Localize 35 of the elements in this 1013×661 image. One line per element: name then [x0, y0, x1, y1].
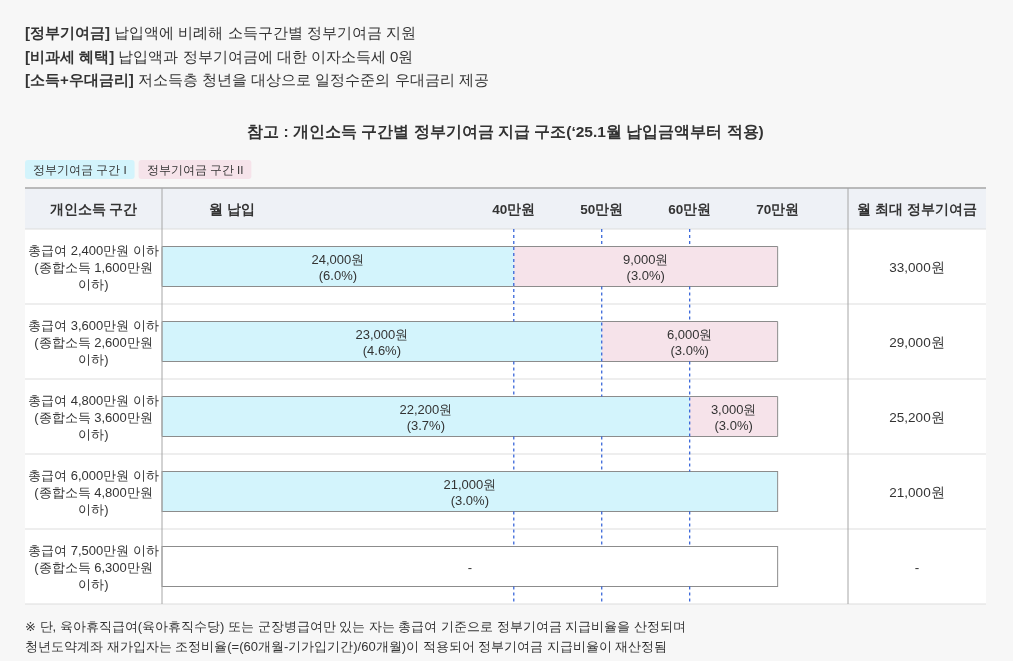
annotation: - — [467, 559, 472, 574]
y-axis-title: 개인소득 구간 — [49, 201, 138, 216]
y-tick-label: 총급여 2,400만원 이하 (종합소득 1,600만원 이하) — [28, 242, 159, 291]
text: [정부기여금] 납입액에 비례해 소득구간별 정부기여금 지원 — [25, 23, 416, 41]
y-tick-label: 총급여 3,600만원 이하 (종합소득 2,600만원 이하) — [28, 317, 159, 366]
annotation: 24,000원 (6.0%) — [311, 251, 365, 282]
annotation: 6,000원 (3.0%) — [666, 326, 713, 357]
x-tick-label: 70만원 — [756, 201, 800, 216]
text: 33,000원 — [889, 259, 945, 274]
text: [소득+우대금리] 저소득층 청년을 대상으로 일정수준의 우대금리 제공 — [25, 70, 489, 88]
text: 월 최대 정부기여금 — [857, 201, 977, 216]
annotation: ※ 단, 육아휴직급여(육아휴직수당) 또는 군장병급여만 있는 자는 총급여 기준으로 정부기여금 지급비율을 산정되며 — [25, 618, 686, 634]
text: 21,000원 — [889, 484, 945, 499]
y-tick-label: 총급여 6,000만원 이하 (종합소득 4,800만원 이하) — [28, 467, 159, 516]
annotation: 21,000원 (3.0%) — [443, 476, 497, 507]
text: [비과세 혜택] 납입액과 정부기여금에 대한 이자소득세 0원 — [25, 47, 414, 64]
x-tick-label: 60만원 — [668, 201, 712, 216]
text: 청년도약계좌 재가입자는 조정비율(=(60개월-기가입기간)/60개월)이 적용되어 정부기여금 지급비율이 재산정됨 — [25, 638, 668, 654]
x-tick-label: 40만원 — [492, 201, 536, 216]
text: 정부기여금 구간 II — [146, 163, 244, 176]
bar — [161, 471, 779, 512]
x-tick-label: 50만원 — [580, 201, 624, 216]
text: 29,000원 — [889, 334, 945, 349]
annotation: 3,000원 (3.0%) — [710, 401, 757, 432]
text: - — [914, 559, 920, 574]
y-tick-label: 총급여 4,800만원 이하 (종합소득 3,600만원 이하) — [28, 392, 159, 441]
text: 정부기여금 구간 I — [33, 163, 127, 176]
annotation: 23,000원 (4.6%) — [355, 326, 409, 357]
text: 25,200원 — [889, 409, 945, 424]
bar — [161, 546, 779, 587]
x-axis-title: 월 납입 — [209, 201, 255, 216]
chart-title: 참고 : 개인소득 구간별 정부기여금 지급 구조(‘25.1월 납입금액부터 적용) — [247, 122, 764, 140]
annotation: 9,000원 (3.0%) — [622, 251, 669, 282]
y-tick-label: 총급여 7,500만원 이하 (종합소득 6,300만원 이하) — [28, 542, 159, 591]
annotation: 22,200원 (3.7%) — [399, 401, 453, 432]
